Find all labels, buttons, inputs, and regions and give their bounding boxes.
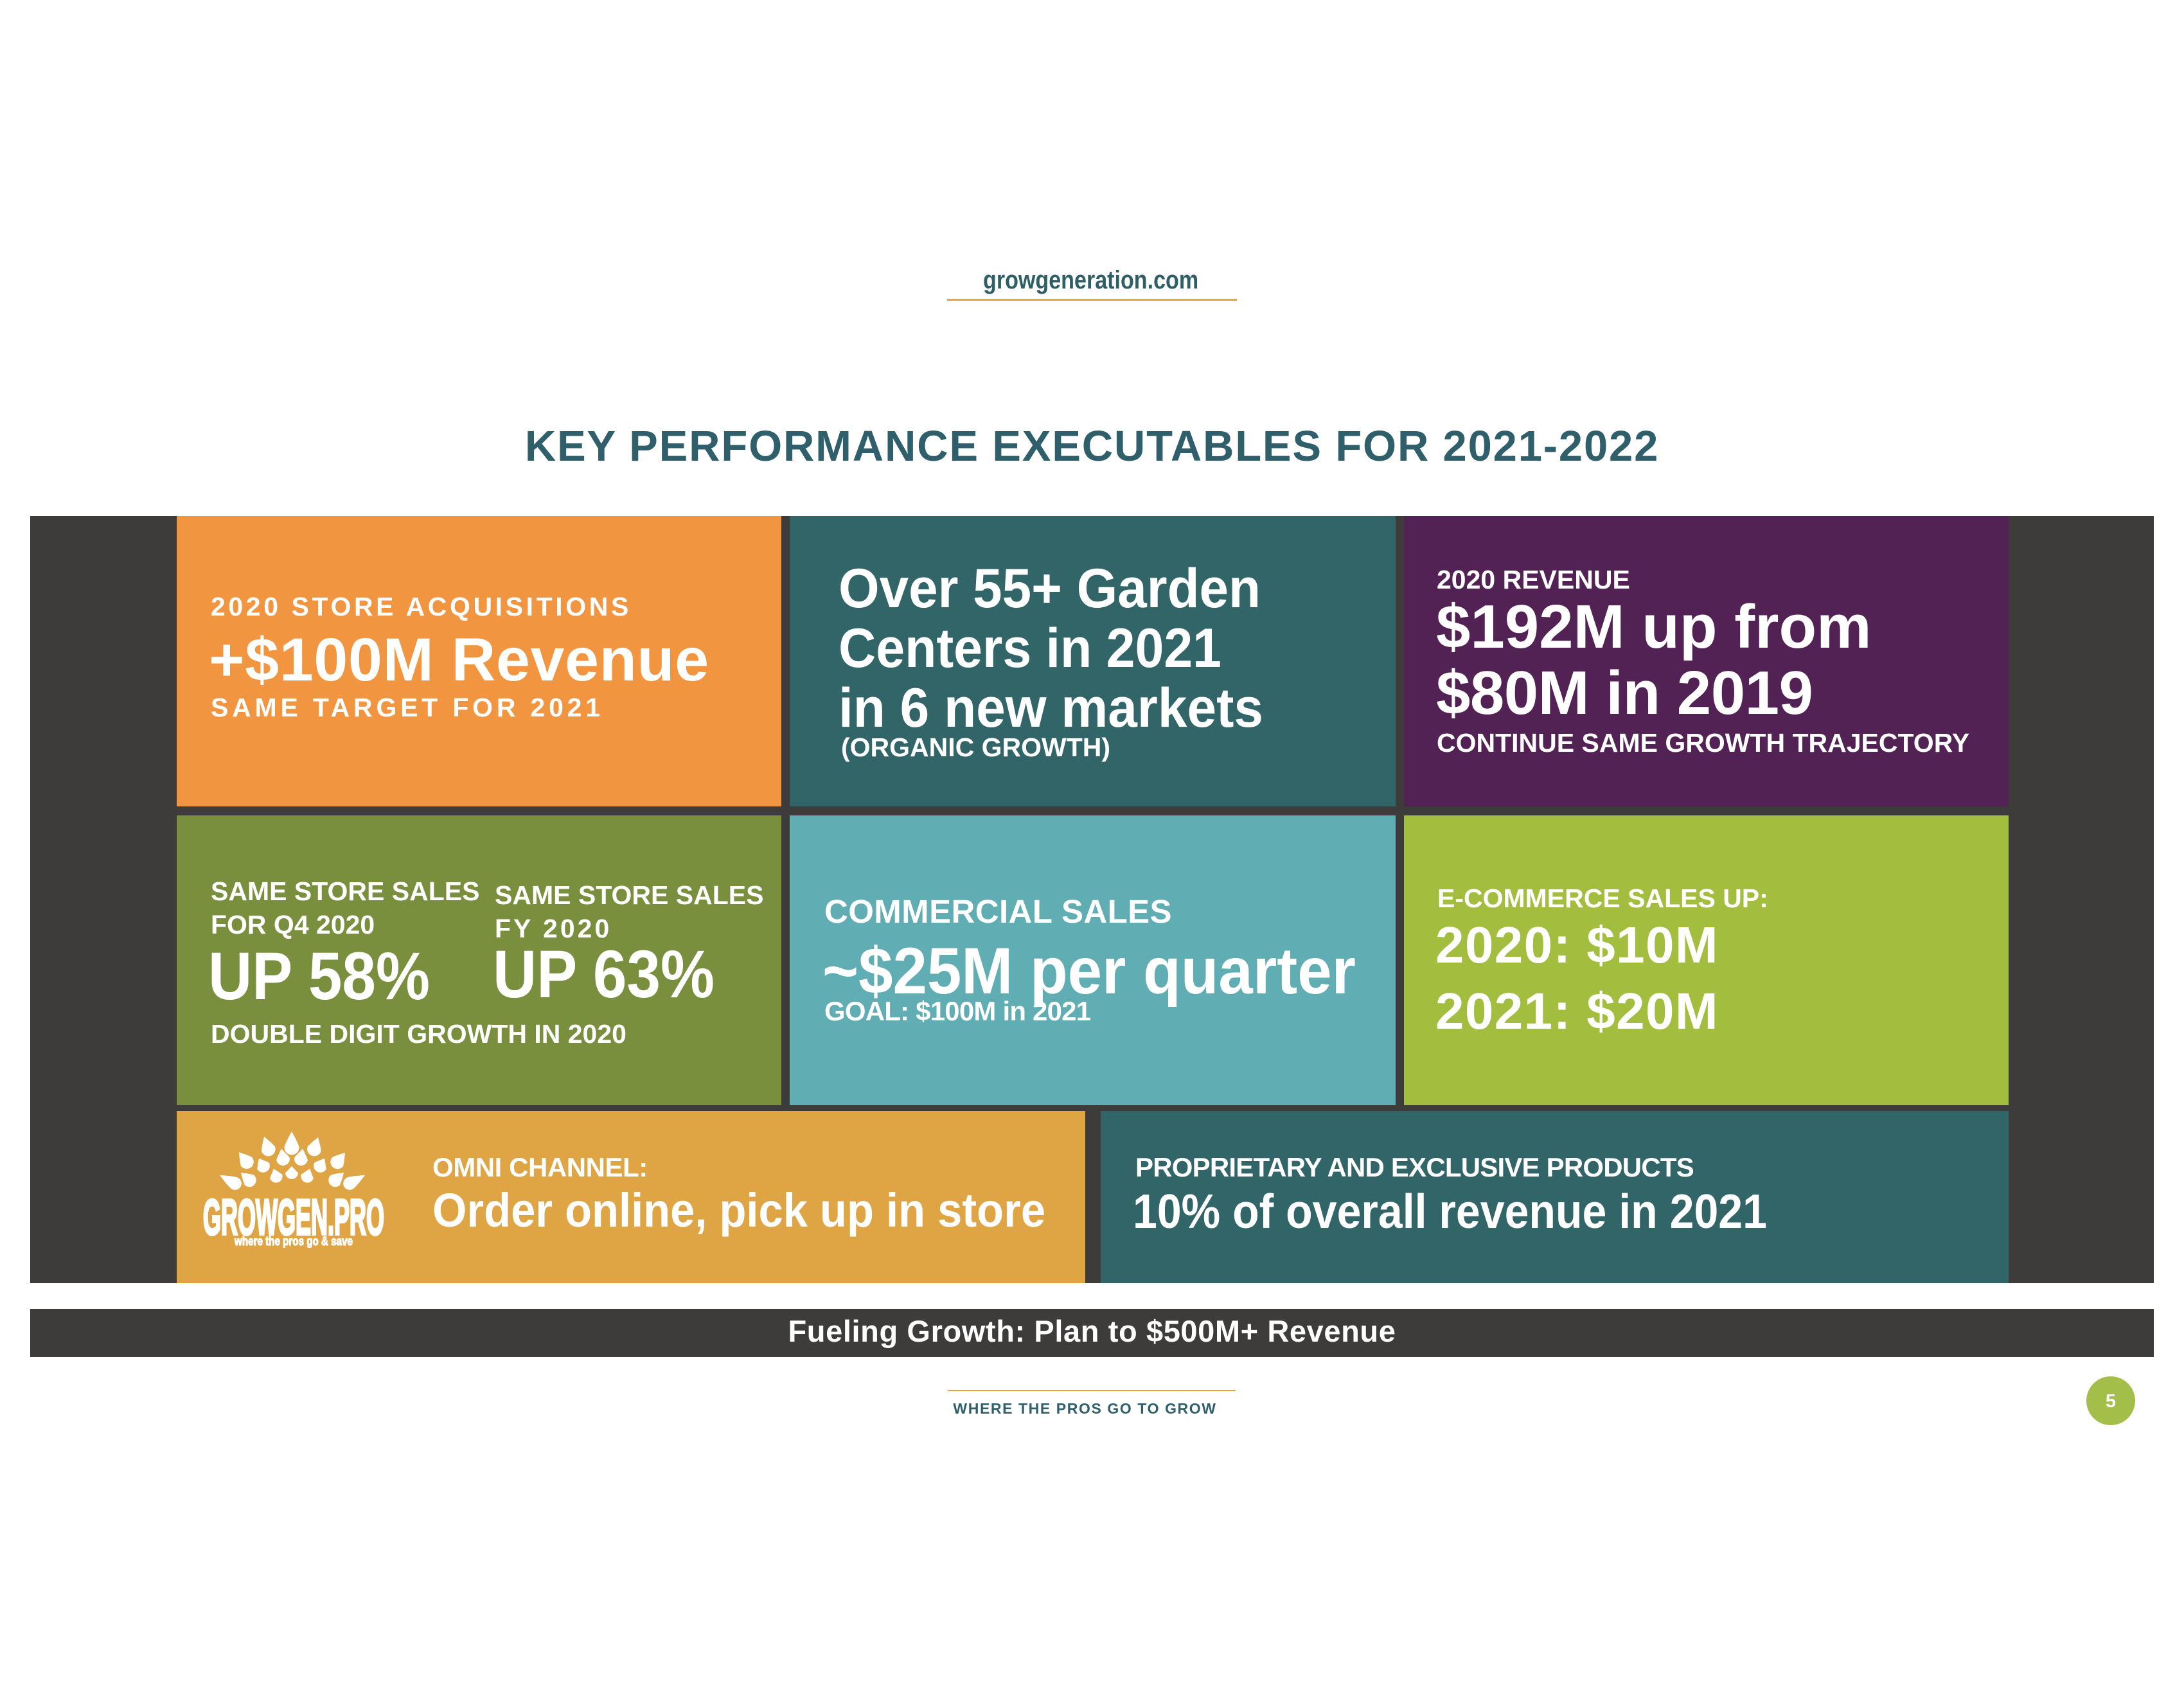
svg-text:GROWGEN.PRO: GROWGEN.PRO <box>203 1195 384 1245</box>
svg-text:where the pros go & save: where the pros go & save <box>234 1235 353 1248</box>
